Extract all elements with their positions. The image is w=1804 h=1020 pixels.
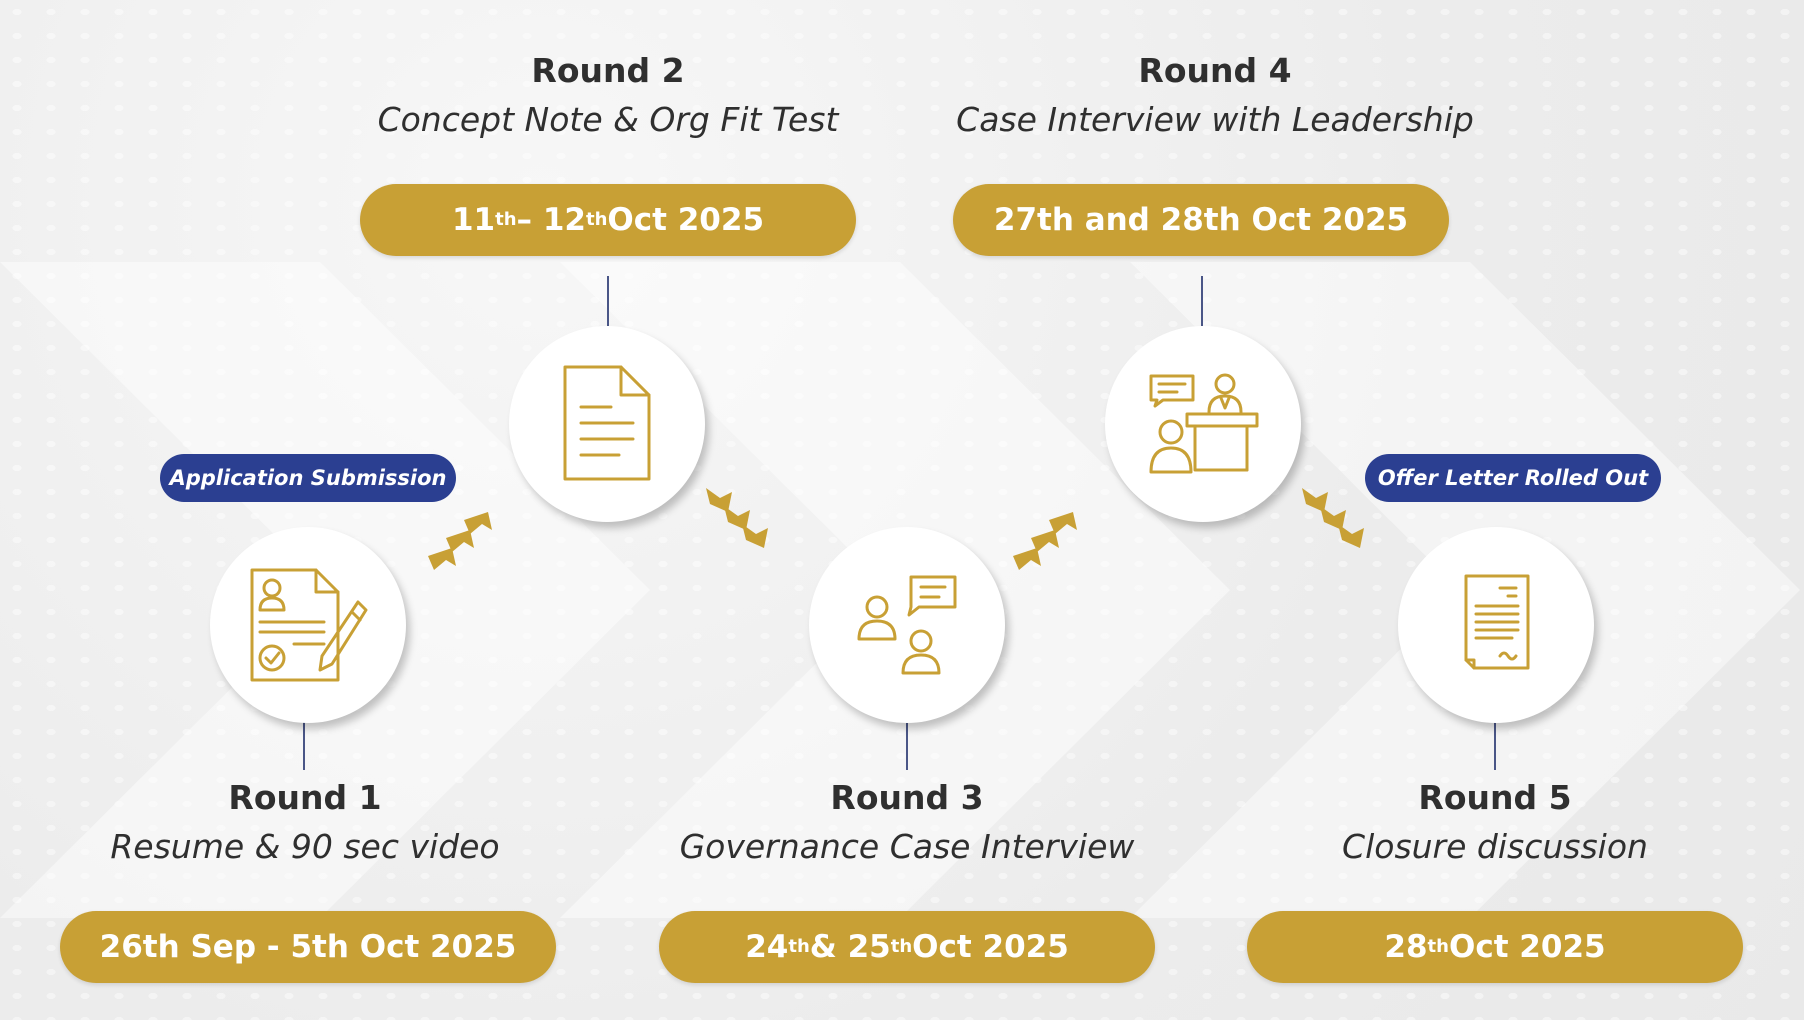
- round-4-circle: [1105, 326, 1301, 522]
- round-1-subtitle: Resume & 90 sec video: [110, 827, 500, 866]
- round-1-heading: Round 1 Resume & 90 sec video: [45, 775, 565, 873]
- round-5-heading: Round 5 Closure discussion: [1235, 775, 1755, 873]
- round-5-subtitle: Closure discussion: [1342, 827, 1648, 866]
- round-4-subtitle: Case Interview with Leadership: [956, 100, 1474, 139]
- round-3-circle: [809, 527, 1005, 723]
- round-1-date-pill: 26th Sep - 5th Oct 2025: [60, 911, 556, 983]
- resume-pen-icon: [250, 568, 368, 682]
- round-4-title: Round 4: [1138, 51, 1292, 90]
- round-2-heading: Round 2 Concept Note & Org Fit Test: [348, 48, 868, 146]
- round-2-circle: [509, 326, 705, 522]
- round-4-heading: Round 4 Case Interview with Leadership: [955, 48, 1475, 146]
- round-3-heading: Round 3 Governance Case Interview: [647, 775, 1167, 873]
- round-3-title: Round 3: [830, 778, 984, 817]
- round-3-subtitle: Governance Case Interview: [679, 827, 1135, 866]
- offer-letter-badge: Offer Letter Rolled Out: [1365, 454, 1661, 502]
- round-3-connector: [906, 722, 908, 770]
- round-1-title: Round 1: [228, 778, 382, 817]
- round-4-connector: [1201, 276, 1203, 326]
- round-5-circle: [1398, 527, 1594, 723]
- round-1-connector: [303, 722, 305, 770]
- down-chevrons-icon: [706, 488, 768, 548]
- discussion-icon: [857, 575, 957, 675]
- down-chevrons-icon: [1302, 488, 1364, 548]
- interview-desk-icon: [1149, 373, 1259, 474]
- round-5-title: Round 5: [1418, 778, 1572, 817]
- up-chevrons-icon: [1013, 512, 1077, 570]
- round-2-connector: [607, 276, 609, 326]
- round-4-date-pill: 27th and 28th Oct 2025: [953, 184, 1449, 256]
- offer-letter-icon: [1464, 574, 1530, 670]
- round-1-circle: [210, 527, 406, 723]
- round-5-connector: [1494, 722, 1496, 770]
- application-submission-badge: Application Submission: [160, 454, 456, 502]
- round-2-title: Round 2: [531, 51, 685, 90]
- round-2-subtitle: Concept Note & Org Fit Test: [377, 100, 839, 139]
- up-chevrons-icon: [428, 512, 492, 570]
- document-icon: [563, 365, 651, 481]
